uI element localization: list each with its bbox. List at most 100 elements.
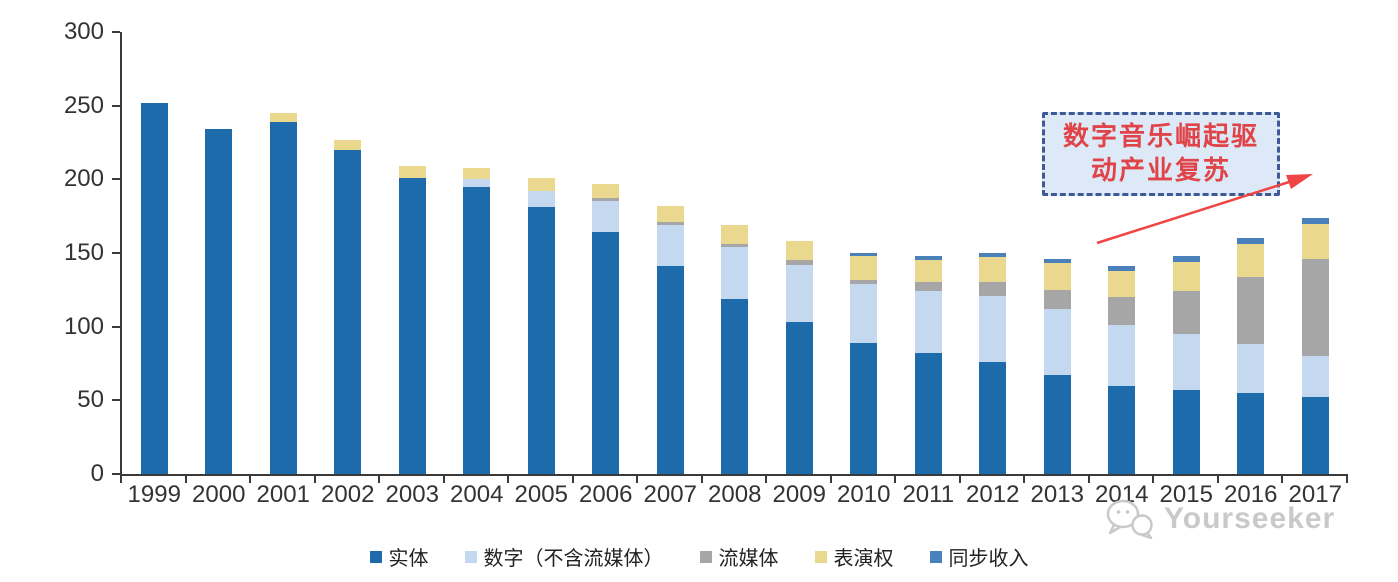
- legend-label: 实体: [388, 548, 429, 570]
- bar-segment: [656, 266, 684, 474]
- y-tick-label: 0: [90, 460, 104, 487]
- bar-segment: [140, 102, 168, 474]
- bar-segment: [269, 113, 297, 122]
- y-tick: [112, 252, 120, 254]
- x-tick-label: 2004: [450, 481, 504, 508]
- bar-segment: [979, 257, 1007, 283]
- bar-segment: [914, 255, 942, 261]
- legend-item: 同步收入: [929, 542, 1029, 571]
- x-tick-label: 1999: [127, 481, 181, 508]
- bar-segment: [914, 260, 942, 283]
- x-tick-label: 2014: [1095, 481, 1149, 508]
- x-tick: [313, 474, 316, 483]
- bar-segment: [850, 253, 878, 256]
- bar-segment: [1237, 244, 1265, 277]
- y-axis-line: [120, 32, 122, 474]
- legend-label: 流媒体: [718, 548, 779, 570]
- bar-segment: [463, 167, 491, 180]
- bar-segment: [785, 260, 813, 265]
- bar-segment: [1043, 375, 1071, 474]
- bar-segment: [398, 166, 426, 178]
- legend-marker: [369, 550, 382, 563]
- bar-segment: [1043, 258, 1071, 264]
- bar-segment: [850, 342, 878, 474]
- bar-segment: [979, 253, 1007, 258]
- y-tick-label: 250: [63, 91, 104, 119]
- y-tick: [112, 178, 120, 181]
- x-tick: [184, 474, 187, 483]
- watermark: Yourseeker: [1104, 498, 1335, 540]
- annotation-box: 数字音乐崛起驱 动产业复苏: [1042, 112, 1280, 196]
- x-tick-label: 2001: [256, 481, 310, 508]
- legend-item: 数字（不含流媒体）: [464, 542, 664, 571]
- bar-segment: [269, 121, 297, 474]
- x-tick: [894, 474, 896, 483]
- legend-label: 表演权: [833, 548, 894, 570]
- bar-segment: [1108, 385, 1136, 474]
- bar-segment: [1108, 325, 1136, 386]
- bar-segment: [1237, 392, 1265, 474]
- x-tick: [1216, 474, 1219, 483]
- y-tick-label: 100: [63, 312, 104, 340]
- x-tick-label: 2000: [192, 481, 246, 508]
- bar-segment: [1172, 261, 1200, 292]
- y-tick-label: 300: [63, 18, 104, 45]
- bar-segment: [1237, 344, 1265, 393]
- y-tick: [112, 399, 120, 402]
- y-tick: [112, 104, 120, 107]
- bar-segment: [1237, 238, 1265, 245]
- bar-segment: [1172, 334, 1200, 391]
- bar-segment: [785, 322, 813, 474]
- x-tick-label: 2011: [902, 481, 955, 508]
- x-tick-label: 2003: [385, 481, 439, 508]
- legend-label: 同步收入: [948, 548, 1029, 570]
- bar-segment: [1172, 291, 1200, 335]
- bar-segment: [1237, 276, 1265, 345]
- bar-segment: [656, 205, 684, 223]
- bar-segment: [785, 264, 813, 323]
- bar-segment: [1043, 263, 1071, 290]
- x-tick: [829, 474, 832, 483]
- legend-label: 数字（不含流媒体）: [483, 548, 664, 570]
- bar-segment: [1301, 397, 1329, 474]
- legend-marker: [699, 550, 712, 563]
- x-tick-label: 2012: [966, 481, 1020, 508]
- bar-segment: [1108, 266, 1136, 271]
- bar-segment: [1301, 258, 1329, 357]
- watermark-text: Yourseeker: [1164, 502, 1336, 535]
- x-tick: [1023, 474, 1025, 483]
- bar-segment: [398, 177, 426, 474]
- x-tick-label: 2007: [643, 481, 697, 508]
- x-tick: [1345, 474, 1348, 483]
- bar-segment: [979, 362, 1007, 474]
- x-tick-label: 2013: [1030, 481, 1084, 508]
- y-tick-label: 50: [77, 386, 104, 414]
- legend: 实体 数字（不含流媒体） 流媒体 表演权 同步收入: [0, 542, 1398, 571]
- x-tick-label: 2016: [1224, 481, 1278, 508]
- y-tick: [112, 325, 120, 328]
- bar-segment: [914, 353, 942, 474]
- x-tick-label: 2002: [321, 481, 375, 508]
- bar-segment: [334, 139, 362, 150]
- y-tick: [112, 31, 120, 33]
- y-tick-label: 200: [63, 165, 104, 193]
- x-tick: [249, 474, 251, 483]
- bar-segment: [979, 295, 1007, 363]
- bar-segment: [592, 198, 620, 202]
- annotation-line2: 动产业复苏: [1090, 156, 1231, 185]
- bar-segment: [1108, 297, 1136, 326]
- x-tick: [1152, 474, 1154, 483]
- bar-segment: [463, 186, 491, 474]
- x-tick-label: 2005: [514, 481, 568, 508]
- bar-segment: [785, 241, 813, 261]
- bar-segment: [1172, 255, 1200, 262]
- legend-item: 流媒体: [699, 542, 779, 571]
- bar-segment: [592, 201, 620, 233]
- bar-segment: [850, 255, 878, 280]
- x-tick: [378, 474, 380, 483]
- bar-segment: [205, 129, 233, 474]
- x-tick-label: 2015: [1159, 481, 1213, 508]
- bar-segment: [1108, 270, 1136, 298]
- x-tick: [636, 474, 638, 483]
- bar-segment: [721, 247, 749, 299]
